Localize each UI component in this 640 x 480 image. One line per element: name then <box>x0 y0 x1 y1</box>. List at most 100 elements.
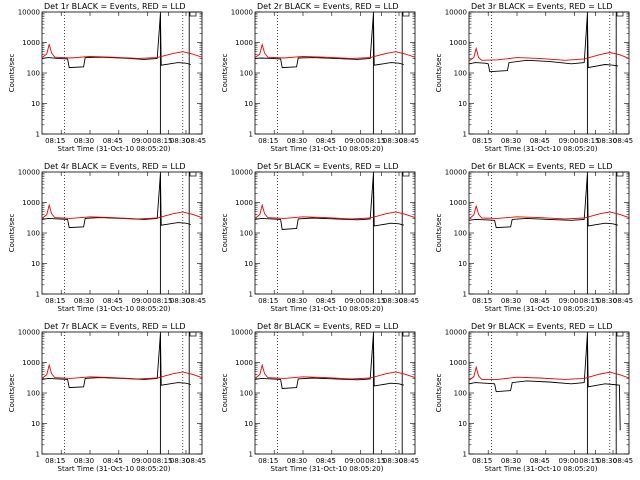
series-line-lld <box>255 42 416 59</box>
x-tick-label: 09:00 <box>345 457 365 465</box>
plot-frame <box>41 171 203 295</box>
y-tick-label: 10 <box>31 420 40 428</box>
x-axis-label: Start Time (31-Oct-10 08:05:20) <box>271 465 384 473</box>
plot-frame <box>254 171 416 295</box>
series-line-lld <box>255 363 416 380</box>
y-tick-label: 10000 <box>18 9 40 17</box>
y-tick-label: 10 <box>31 100 40 108</box>
chart-title: Det 3r BLACK = Events, RED = LLD <box>471 2 613 11</box>
x-tick-label: 08:45 <box>316 297 336 305</box>
plot-frame <box>254 331 416 455</box>
series-line-lld <box>41 363 203 380</box>
detector-panel-1: Det 1r BLACK = Events, RED = LLD 1 10 100 10… <box>0 0 213 160</box>
y-tick-label: 1 <box>249 131 253 139</box>
x-tick-label: 08:30 <box>501 137 521 145</box>
x-tick-label: 08:45 <box>399 137 419 145</box>
x-tick-label: 08:30 <box>170 297 190 305</box>
x-tick-label: 08:45 <box>186 137 206 145</box>
y-tick-label: 100 <box>27 390 40 398</box>
x-tick-label: 08:30 <box>74 137 94 145</box>
y-tick-label: 100 <box>453 390 466 398</box>
y-tick-label: 1 <box>462 291 466 299</box>
detector-chart-9: Det 9r BLACK = Events, RED = LLD 1 10 100 10… <box>435 322 633 473</box>
x-tick-label: 08:30 <box>597 297 617 305</box>
y-tick-label: 10000 <box>18 169 40 177</box>
x-tick-label: 09:00 <box>132 297 152 305</box>
y-tick-label: 10000 <box>444 329 466 337</box>
x-tick-label: 08:30 <box>287 297 307 305</box>
x-tick-label: 08:45 <box>613 457 633 465</box>
x-tick-label: 08:30 <box>287 457 307 465</box>
y-tick-label: 1000 <box>22 199 40 207</box>
y-tick-label: 100 <box>240 390 253 398</box>
detector-chart-1: Det 1r BLACK = Events, RED = LLD 1 10 100 10… <box>8 2 206 153</box>
interval-marker-box <box>189 331 197 337</box>
x-axis-label: Start Time (31-Oct-10 08:05:20) <box>58 305 171 313</box>
series-line-events <box>255 334 405 389</box>
x-tick-label: 09:00 <box>558 297 578 305</box>
y-axis-label: Counts/sec <box>221 374 229 413</box>
detector-panel-4: Det 4r BLACK = Events, RED = LLD 1 10 100 10… <box>0 160 213 320</box>
series-line-events <box>468 14 618 73</box>
y-axis-label: Counts/sec <box>435 214 443 253</box>
series-line-lld <box>41 44 203 59</box>
detector-chart-2: Det 2r BLACK = Events, RED = LLD 1 10 100 10… <box>221 2 419 153</box>
x-axis-label: Start Time (31-Oct-10 08:05:20) <box>58 465 171 473</box>
detector-chart-4: Det 4r BLACK = Events, RED = LLD 1 10 100 10… <box>8 162 206 313</box>
chart-title: Det 1r BLACK = Events, RED = LLD <box>44 2 186 11</box>
y-tick-label: 10 <box>31 260 40 268</box>
x-tick-label: 08:30 <box>597 457 617 465</box>
detector-chart-5: Det 5r BLACK = Events, RED = LLD 1 10 100 10… <box>221 162 419 313</box>
x-tick-label: 08:15 <box>579 137 599 145</box>
chart-title: Det 5r BLACK = Events, RED = LLD <box>257 162 399 171</box>
chart-title: Det 9r BLACK = Events, RED = LLD <box>471 322 613 331</box>
x-tick-label: 09:00 <box>132 137 152 145</box>
detector-panel-5: Det 5r BLACK = Events, RED = LLD 1 10 100 10… <box>213 160 426 320</box>
x-tick-label: 08:30 <box>501 457 521 465</box>
y-axis-label: Counts/sec <box>221 214 229 253</box>
series-line-lld <box>468 46 629 62</box>
series-line-events <box>255 14 405 69</box>
chart-title: Det 4r BLACK = Events, RED = LLD <box>44 162 186 171</box>
x-tick-label: 09:00 <box>558 137 578 145</box>
series-line-events <box>255 174 405 230</box>
x-tick-label: 08:30 <box>74 297 94 305</box>
detector-panel-6: Det 6r BLACK = Events, RED = LLD 1 10 100 10… <box>427 160 640 320</box>
plot-frame <box>468 331 629 455</box>
detector-chart-6: Det 6r BLACK = Events, RED = LLD 1 10 100 10… <box>435 162 633 313</box>
series-line-events <box>41 174 191 229</box>
x-tick-label: 08:15 <box>472 457 492 465</box>
x-axis-label: Start Time (31-Oct-10 08:05:20) <box>271 145 384 153</box>
x-axis-label: Start Time (31-Oct-10 08:05:20) <box>58 145 171 153</box>
interval-marker-box <box>616 171 623 177</box>
series-line-lld <box>255 203 416 220</box>
x-tick-label: 08:45 <box>613 297 633 305</box>
x-tick-label: 08:15 <box>152 137 172 145</box>
x-tick-label: 08:45 <box>186 297 206 305</box>
detector-chart-3: Det 3r BLACK = Events, RED = LLD 1 10 100 10… <box>435 2 633 153</box>
x-tick-label: 08:30 <box>287 137 307 145</box>
interval-marker-box <box>189 11 197 17</box>
x-tick-label: 08:45 <box>399 457 419 465</box>
x-tick-label: 09:00 <box>345 137 365 145</box>
y-tick-label: 1 <box>462 131 466 139</box>
y-tick-label: 10 <box>244 100 253 108</box>
interval-marker-box <box>616 331 623 337</box>
series-line-events <box>468 174 618 229</box>
y-tick-label: 10000 <box>231 169 253 177</box>
x-tick-label: 08:30 <box>74 457 94 465</box>
y-tick-label: 100 <box>240 70 253 78</box>
y-axis-label: Counts/sec <box>435 374 443 413</box>
y-tick-label: 1 <box>36 291 40 299</box>
x-tick-label: 08:45 <box>399 297 419 305</box>
x-tick-label: 09:00 <box>132 457 152 465</box>
interval-marker-box <box>189 171 197 177</box>
plot-frame <box>41 11 203 135</box>
x-tick-label: 08:15 <box>45 297 65 305</box>
x-tick-label: 08:30 <box>383 137 403 145</box>
chart-title: Det 6r BLACK = Events, RED = LLD <box>471 162 613 171</box>
x-tick-label: 08:15 <box>258 297 278 305</box>
y-tick-label: 1 <box>36 451 40 459</box>
plot-frame <box>468 171 629 295</box>
detector-panel-2: Det 2r BLACK = Events, RED = LLD 1 10 100 10… <box>213 0 426 160</box>
